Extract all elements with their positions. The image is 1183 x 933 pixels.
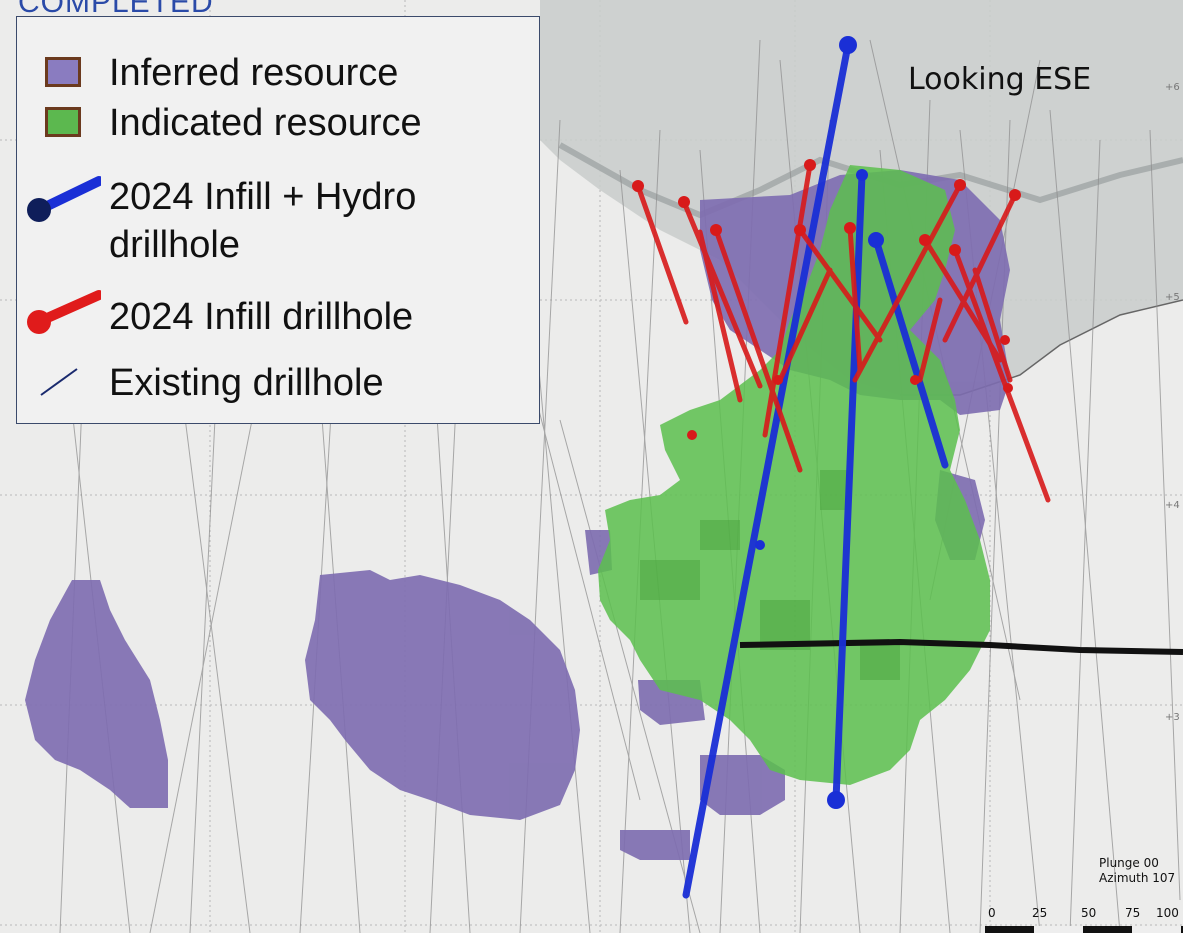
legend-label: Indicated resource — [109, 102, 422, 144]
legend-label-continued: drillhole — [109, 224, 240, 266]
legend-label: 2024 Infill drillhole — [109, 296, 414, 338]
elevation-mark: +6 — [1165, 82, 1180, 93]
scale-tick: 75 — [1125, 906, 1141, 920]
infill-drillholes — [635, 162, 1051, 503]
scale-tick-labels: 0 25 50 75 100 — [988, 906, 1183, 926]
orientation-info: Plunge 00 Azimuth 107 — [1099, 856, 1175, 886]
elevation-mark: +5 — [1165, 292, 1180, 303]
scale-tick: 0 — [988, 906, 996, 920]
hydro-drillholes — [682, 41, 949, 899]
status-label: COMPLETED — [18, 0, 214, 19]
legend-label: 2024 Infill + Hydro — [109, 176, 417, 218]
legend-label: Inferred resource — [109, 52, 399, 94]
inferred-swatch-icon — [45, 57, 81, 87]
scale-bar-segment — [1132, 926, 1181, 933]
indicated-resource-blocks — [598, 165, 990, 785]
infill-drillhole-collars — [632, 159, 1021, 440]
indicated-swatch-icon — [45, 107, 81, 137]
elevation-mark: +3 — [1165, 712, 1180, 723]
plunge-label: Plunge 00 — [1099, 856, 1159, 870]
red-drillhole-icon — [27, 290, 101, 334]
legend-label: Existing drillhole — [109, 362, 384, 404]
blue-drillhole-icon — [27, 176, 101, 222]
scale-tick: 50 — [1081, 906, 1097, 920]
legend: Inferred resource Indicated resource 202… — [16, 16, 540, 424]
line-drillhole-icon — [40, 368, 78, 396]
scale-bar — [985, 926, 1183, 933]
hydro-drillhole-collars — [755, 36, 884, 809]
scale-bar-segment — [1034, 926, 1083, 933]
elevation-mark: +4 — [1165, 500, 1180, 511]
scale-tick: 25 — [1032, 906, 1048, 920]
azimuth-label: Azimuth 107 — [1099, 871, 1176, 885]
view-orientation-label: Looking ESE — [908, 62, 1092, 97]
section-trace-line — [739, 638, 1183, 655]
scale-tick: 100 — [1156, 906, 1179, 920]
